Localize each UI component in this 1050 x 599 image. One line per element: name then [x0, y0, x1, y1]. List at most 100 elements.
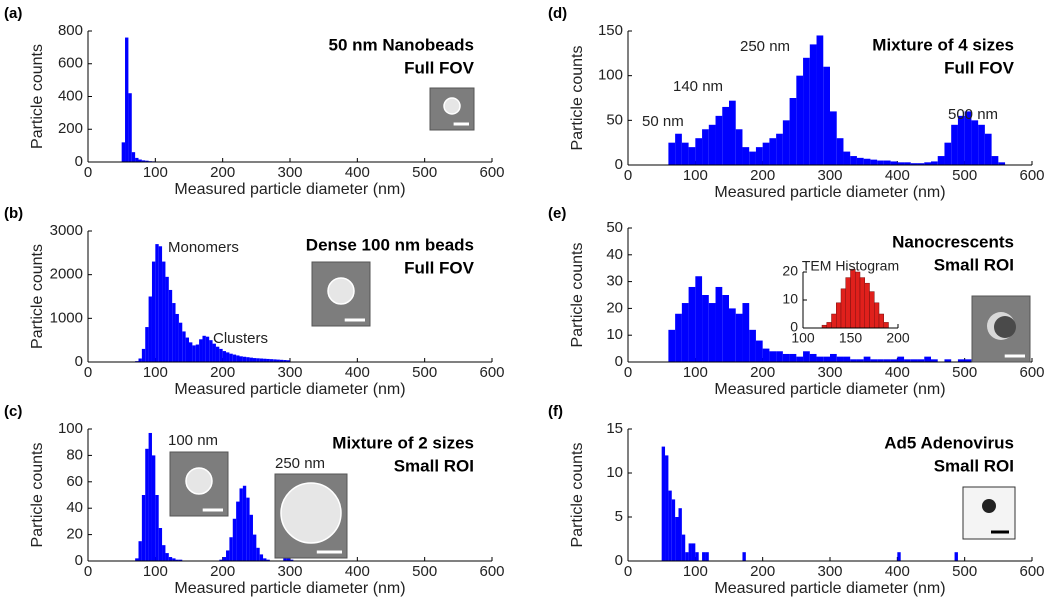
y-axis-label: Particle counts	[29, 443, 46, 548]
y-tick-label: 30	[606, 273, 623, 290]
x-tick-label: 100	[791, 330, 815, 346]
bar	[869, 291, 875, 329]
bar	[702, 295, 709, 362]
bar	[870, 159, 878, 165]
bar	[954, 552, 958, 561]
bar	[286, 360, 290, 362]
bar	[856, 359, 864, 362]
bar	[883, 359, 891, 362]
bar	[803, 57, 810, 165]
bar	[266, 358, 270, 362]
bar	[151, 261, 156, 362]
bar	[675, 133, 682, 165]
bar	[789, 353, 797, 362]
panel-title: Mixture of 4 sizes	[872, 35, 1014, 54]
panel-label: (d)	[548, 5, 567, 22]
bar	[661, 446, 666, 561]
y-tick-label: 100	[598, 67, 623, 84]
bar	[691, 543, 696, 561]
y-tick-label: 10	[606, 326, 623, 343]
bar	[722, 106, 729, 165]
x-tick-label: 500	[952, 167, 977, 184]
y-axis-label: Particle counts	[569, 46, 586, 151]
bar	[951, 124, 958, 165]
bar	[192, 345, 196, 362]
bar	[796, 75, 804, 165]
bar	[782, 353, 790, 362]
bar	[239, 356, 243, 362]
bar	[924, 356, 931, 362]
bar	[904, 359, 911, 362]
bar	[242, 356, 247, 362]
bar	[695, 138, 703, 165]
bar	[877, 160, 884, 165]
bar	[256, 358, 260, 362]
bar	[708, 303, 716, 362]
x-tick-label: 0	[84, 563, 92, 580]
bar	[688, 147, 696, 165]
particle	[185, 467, 213, 495]
bar	[263, 358, 267, 362]
x-axis-label: Measured particle diameter (nm)	[174, 381, 405, 398]
bar	[688, 286, 696, 362]
y-tick-label: 0	[790, 319, 798, 335]
bar	[931, 359, 938, 362]
bar	[155, 495, 159, 561]
bar	[850, 156, 857, 165]
bar	[148, 432, 152, 561]
y-tick-label: 20	[66, 526, 83, 543]
bar	[165, 276, 169, 362]
panel-title: Ad5 Adenovirus	[884, 433, 1014, 452]
x-tick-label: 0	[624, 563, 632, 580]
y-tick-label: 1000	[50, 309, 83, 326]
bar	[708, 124, 716, 165]
y-tick-label: 600	[58, 55, 83, 72]
x-tick-label: 600	[1019, 364, 1044, 381]
bar	[883, 160, 891, 165]
x-tick-label: 200	[750, 563, 775, 580]
bar	[878, 313, 884, 329]
x-tick-label: 200	[210, 364, 235, 381]
bar	[681, 142, 689, 165]
particle	[443, 97, 461, 115]
bar	[219, 559, 223, 561]
bar	[944, 359, 952, 362]
bar	[273, 359, 277, 362]
y-tick-label: 40	[606, 246, 623, 263]
bar	[836, 302, 842, 329]
bar	[219, 348, 223, 362]
bar	[944, 142, 952, 165]
annotation: 500 nm	[948, 106, 998, 123]
bar	[165, 553, 169, 561]
bar	[890, 161, 898, 165]
bar	[158, 246, 163, 362]
bar	[182, 331, 186, 362]
x-tick-label: 500	[412, 563, 437, 580]
bar	[964, 359, 972, 362]
y-tick-label: 50	[606, 111, 623, 128]
annotation: 250 nm	[275, 455, 325, 472]
bar	[762, 348, 770, 362]
bar	[209, 340, 213, 362]
y-axis-label: Particle counts	[569, 443, 586, 548]
y-tick-label: 80	[66, 446, 83, 463]
x-tick-label: 0	[624, 167, 632, 184]
bar	[259, 554, 264, 561]
inset-image	[971, 295, 1031, 363]
bar	[668, 329, 676, 362]
x-tick-label: 400	[885, 563, 910, 580]
x-axis-label: Measured particle diameter (nm)	[174, 580, 405, 597]
panel-subtitle: Full FOV	[404, 258, 475, 277]
bar	[904, 162, 911, 165]
x-tick-label: 100	[143, 563, 168, 580]
bar	[681, 303, 689, 362]
y-axis-label: Particle counts	[29, 244, 46, 349]
bar	[937, 156, 945, 165]
bar	[931, 161, 938, 165]
bar	[964, 111, 972, 165]
bar	[705, 552, 709, 561]
bar	[749, 329, 756, 362]
x-tick-label: 200	[750, 364, 775, 381]
bar	[755, 147, 763, 165]
